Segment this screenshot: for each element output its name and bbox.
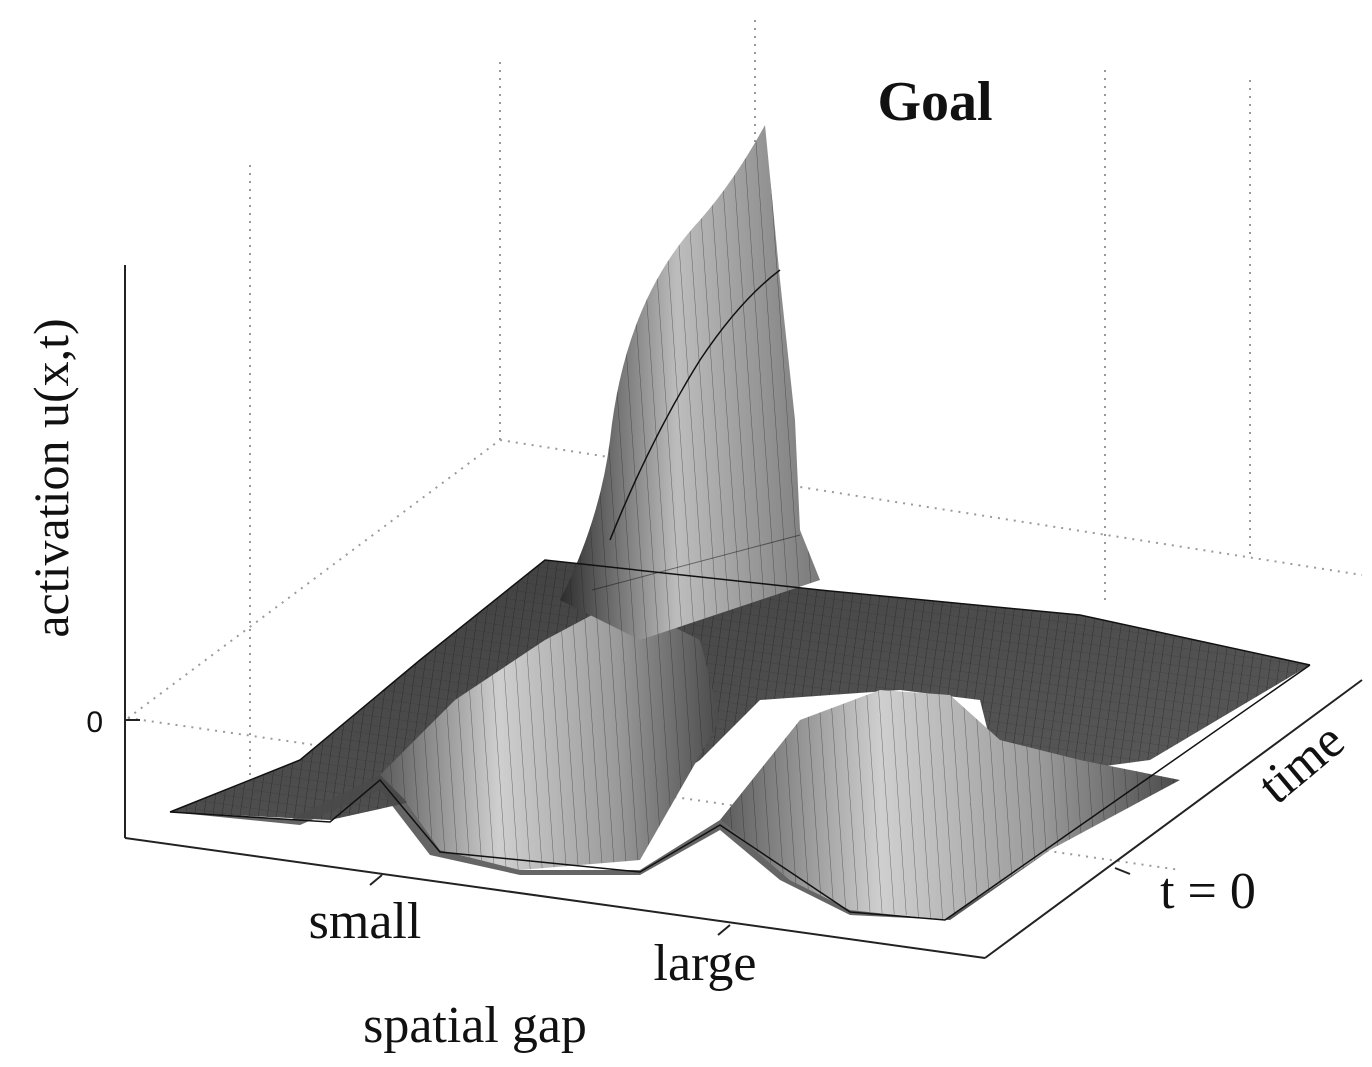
y-axis-label: time — [1248, 712, 1355, 815]
axes — [124, 265, 1363, 959]
x-tick-label-large: large — [654, 935, 757, 992]
x-axis-label: spatial gap — [363, 997, 587, 1054]
y-tick-t0 — [1114, 867, 1131, 875]
x-tick-small — [369, 874, 383, 886]
y-axis-line — [984, 679, 1363, 959]
x-axis-line — [124, 837, 986, 959]
chart-title: Goal — [877, 71, 992, 133]
z-tick-label-zero: 0 — [86, 706, 103, 739]
x-tick-label-small: small — [309, 893, 422, 950]
y-tick-label-t0: t = 0 — [1160, 863, 1256, 920]
z-axis-label: activation u(x,t) — [23, 318, 79, 637]
surface-front-band — [170, 665, 1310, 920]
x-tick-large — [717, 924, 731, 936]
